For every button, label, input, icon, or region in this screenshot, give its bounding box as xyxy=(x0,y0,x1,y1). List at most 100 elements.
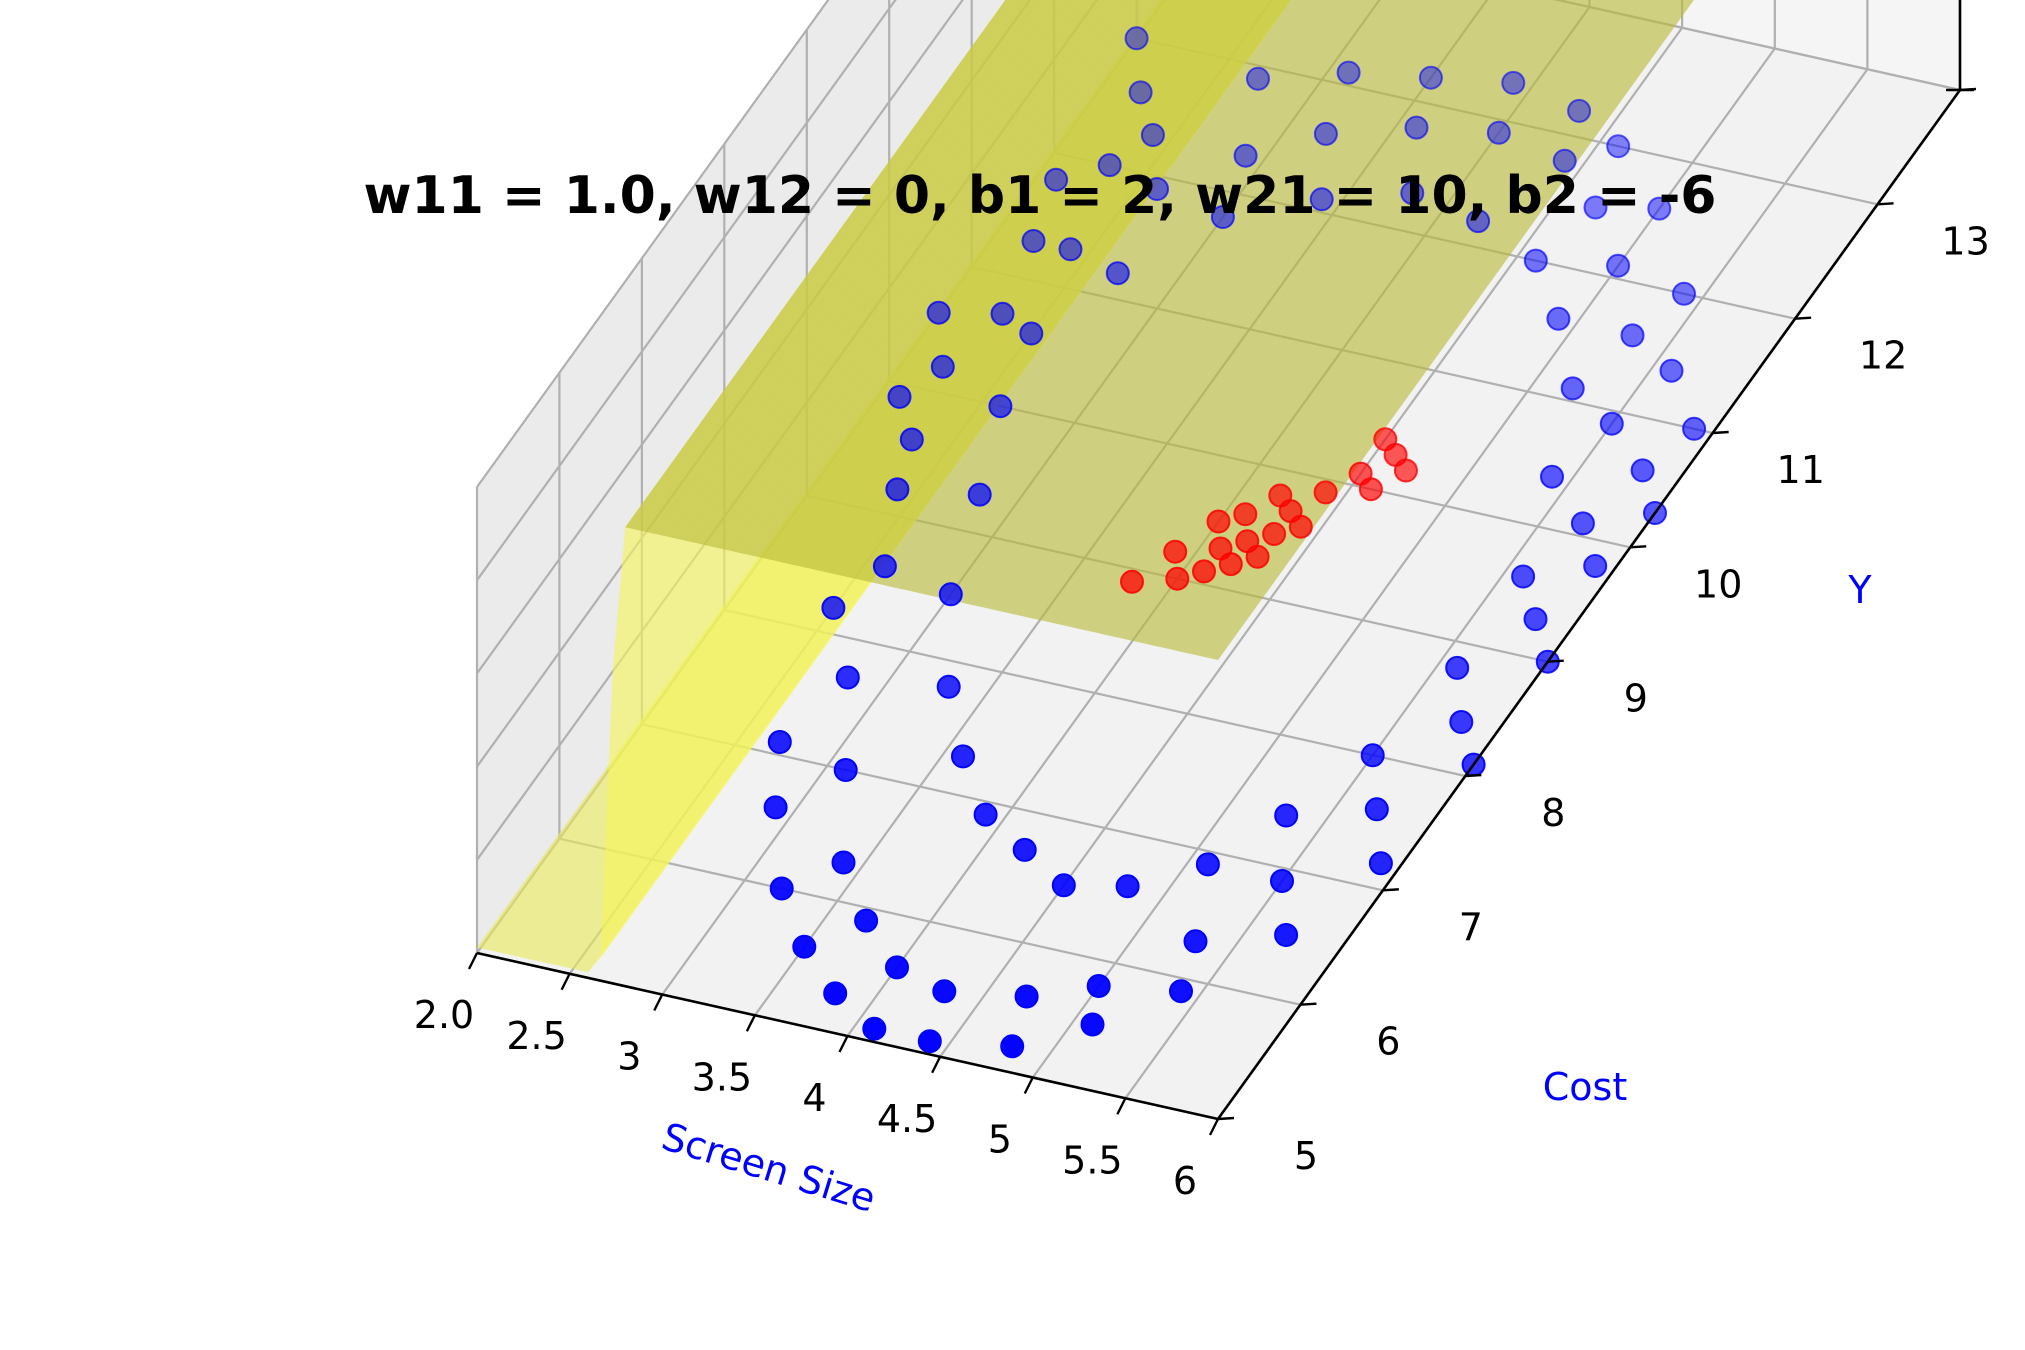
y-tick-label: 8 xyxy=(1541,791,1565,835)
positive-point xyxy=(1163,539,1188,564)
surface-strip xyxy=(662,0,1063,539)
grid-line-z xyxy=(476,0,897,581)
negative-point xyxy=(899,427,924,452)
negative-point xyxy=(1274,803,1299,828)
surface-strip xyxy=(1131,0,1608,644)
negative-point xyxy=(1445,655,1470,680)
y-tick-label: 5 xyxy=(1294,1134,1318,1178)
negative-point xyxy=(1183,929,1208,954)
y-tick-label: 11 xyxy=(1777,448,1825,492)
negative-point xyxy=(1546,306,1571,331)
negative-point xyxy=(872,554,897,579)
y-tick xyxy=(1300,1002,1317,1006)
negative-point xyxy=(1086,974,1111,998)
x-tick xyxy=(838,1035,849,1053)
positive-point xyxy=(1313,480,1338,505)
x-tick xyxy=(931,1056,942,1074)
chart-title: w11 = 1.0, w12 = 0, b1 = 2, w21 = 10, b2… xyxy=(364,166,1717,226)
negative-point xyxy=(1511,564,1536,589)
y-tick xyxy=(1712,430,1729,435)
negative-point xyxy=(1599,411,1624,436)
surface-strip xyxy=(983,0,1436,611)
negative-point xyxy=(1080,1012,1105,1037)
positive-point xyxy=(1393,458,1418,483)
negative-point xyxy=(951,744,975,769)
surface-strip xyxy=(1045,0,1508,624)
surface-strip xyxy=(699,0,1106,547)
negative-point xyxy=(1145,177,1169,201)
negative-point xyxy=(1044,167,1069,192)
negative-point xyxy=(930,354,955,379)
surface-strip xyxy=(711,0,1121,550)
positive-point xyxy=(1358,477,1383,502)
surface-strip xyxy=(859,0,1293,583)
x-tick-label: 6 xyxy=(1173,1159,1197,1203)
negative-point xyxy=(1523,607,1548,632)
tick-labels: 2.02.533.544.555.565678910111213140.00.2… xyxy=(414,87,2025,1203)
negative-point xyxy=(1672,281,1696,306)
surface-strip xyxy=(1032,0,1494,622)
negative-point xyxy=(1418,65,1443,90)
surface-strip xyxy=(1057,0,1522,627)
negative-point xyxy=(1012,837,1037,862)
negative-point xyxy=(1140,123,1165,147)
y-tick-label: 7 xyxy=(1459,905,1483,949)
negative-point xyxy=(792,934,817,959)
negative-point xyxy=(823,981,848,1006)
surface-strip xyxy=(1069,0,1537,630)
negative-point xyxy=(1313,121,1338,146)
x-tick-label: 5.5 xyxy=(1062,1138,1122,1182)
negative-point xyxy=(1449,710,1474,734)
negative-point xyxy=(1115,874,1140,899)
surface-strip xyxy=(884,0,1321,589)
surface-strip xyxy=(1082,0,1551,633)
negative-point xyxy=(1195,852,1220,877)
surface-strip xyxy=(625,0,1020,530)
surface-strip xyxy=(785,0,1207,566)
negative-point xyxy=(1368,851,1393,876)
surface-strip xyxy=(896,0,1336,591)
surface-strip xyxy=(1143,0,1623,647)
negative-point xyxy=(885,955,909,980)
negative-point xyxy=(1404,115,1429,140)
negative-point xyxy=(988,394,1013,419)
negative-point xyxy=(973,802,998,827)
x-tick xyxy=(653,993,664,1012)
negative-point xyxy=(1233,143,1258,168)
negative-point xyxy=(1169,979,1193,1004)
negative-point xyxy=(833,758,858,782)
x-axis-label: Screen Size xyxy=(657,1114,881,1221)
surface-strip xyxy=(971,0,1422,608)
x-tick-label: 4.5 xyxy=(877,1097,937,1141)
y-tick-label: 13 xyxy=(1941,219,1989,263)
surface-strip xyxy=(736,0,1149,555)
negative-point xyxy=(1124,26,1149,51)
negative-point xyxy=(1360,743,1385,768)
negative-point xyxy=(1647,196,1672,221)
surface-strip xyxy=(822,0,1250,575)
positive-point xyxy=(1245,544,1270,569)
y-tick xyxy=(1877,202,1894,206)
positive-point xyxy=(1288,514,1313,539)
negative-point xyxy=(1570,511,1595,536)
negative-point xyxy=(831,850,856,875)
x-tick xyxy=(1023,1076,1034,1095)
y-tick xyxy=(1465,773,1482,778)
positive-point xyxy=(1218,552,1243,577)
surface-strip xyxy=(687,0,1092,544)
negative-point xyxy=(1606,253,1631,278)
surface-strip xyxy=(1106,0,1580,638)
positive-point xyxy=(1165,566,1190,591)
x-tick-label: 2.5 xyxy=(506,1014,566,1058)
x-tick xyxy=(560,973,571,991)
surface-strip xyxy=(773,0,1192,564)
negative-point xyxy=(1246,66,1270,91)
surface-strip xyxy=(1180,0,1666,655)
negative-point xyxy=(1058,237,1083,262)
surface-strip xyxy=(958,0,1408,605)
surface-strip xyxy=(847,0,1278,580)
surface-strip xyxy=(995,0,1451,613)
surface-strip xyxy=(934,0,1379,600)
y-tick-label: 9 xyxy=(1624,677,1648,721)
